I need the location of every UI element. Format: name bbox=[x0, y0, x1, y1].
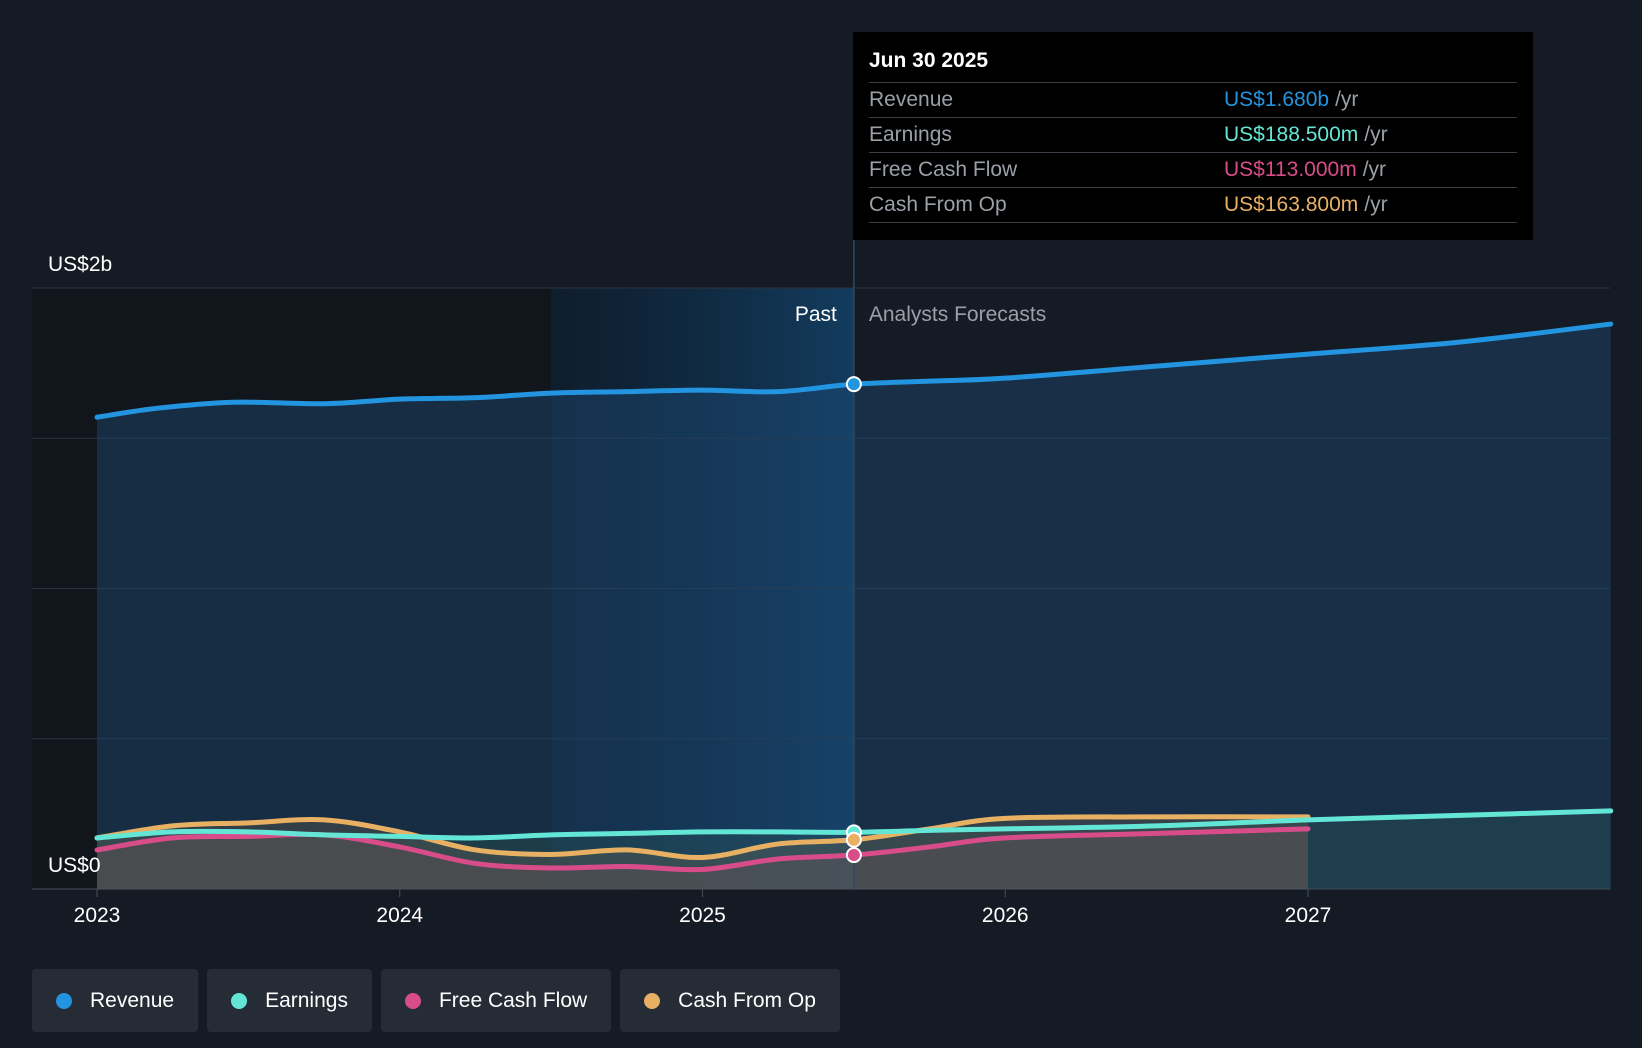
legend-dot-icon bbox=[644, 992, 661, 1009]
legend-label: Revenue bbox=[90, 988, 175, 1012]
past-label: Past bbox=[795, 303, 837, 326]
legend-label: Earnings bbox=[265, 988, 348, 1012]
legend: Revenue Earnings Free Cash Flow Cash Fro… bbox=[32, 969, 840, 1032]
point-marker-cash-from-op bbox=[845, 831, 862, 848]
legend-dot-icon bbox=[231, 992, 248, 1009]
tooltip-value: US$163.800m bbox=[1224, 193, 1359, 216]
x-tick-label: 2024 bbox=[376, 904, 423, 927]
series-line-revenue bbox=[94, 321, 1614, 420]
point-marker-free-cash-flow bbox=[845, 847, 862, 864]
x-tick-label: 2027 bbox=[1285, 904, 1332, 927]
series-line-cash-from-op bbox=[94, 814, 1311, 860]
tooltip-label: Revenue bbox=[869, 88, 954, 111]
legend-dot-icon bbox=[404, 992, 421, 1009]
legend-item-cash-from-op[interactable]: Cash From Op bbox=[620, 969, 840, 1032]
x-tick-label: 2025 bbox=[679, 904, 726, 927]
chart-canvas: Past Analysts Forecasts US$2b US$0 2023 2024 2… bbox=[32, 240, 1614, 927]
forecast-label: Analysts Forecasts bbox=[869, 303, 1046, 326]
tooltip-unit: /yr bbox=[1335, 88, 1359, 111]
tooltip-value: US$188.500m bbox=[1224, 123, 1359, 146]
x-tick-label: 2026 bbox=[982, 904, 1029, 927]
tooltip-label: Earnings bbox=[869, 123, 952, 146]
area-free-cash-flow bbox=[97, 828, 1308, 889]
legend-item-earnings[interactable]: Earnings bbox=[207, 969, 372, 1032]
tooltip-row-revenue: Revenue US$1.680b /yr bbox=[869, 83, 1517, 118]
tooltip-label: Cash From Op bbox=[869, 193, 1007, 216]
tooltip-unit: /yr bbox=[1364, 123, 1388, 146]
x-tick-label: 2023 bbox=[74, 904, 121, 927]
tooltip-date: Jun 30 2025 bbox=[869, 46, 1517, 83]
y-tick-label: US$2b bbox=[48, 253, 112, 276]
tooltip-label: Free Cash Flow bbox=[869, 158, 1018, 181]
tooltip-row-cash-from-op: Cash From Op US$163.800m /yr bbox=[869, 188, 1517, 223]
legend-item-revenue[interactable]: Revenue bbox=[32, 969, 199, 1032]
legend-item-free-cash-flow[interactable]: Free Cash Flow bbox=[380, 969, 612, 1032]
tooltip-unit: /yr bbox=[1362, 158, 1387, 181]
tooltip-unit: /yr bbox=[1364, 193, 1388, 216]
legend-dot-icon bbox=[56, 992, 72, 1009]
tooltip-value: US$113.000m bbox=[1224, 158, 1357, 181]
y-tick-label: US$0 bbox=[48, 854, 101, 877]
tooltip-row-earnings: Earnings US$188.500m /yr bbox=[869, 118, 1517, 153]
series-line-earnings bbox=[94, 808, 1614, 841]
point-marker-revenue bbox=[845, 376, 862, 393]
legend-label: Cash From Op bbox=[678, 988, 816, 1012]
tooltip: Jun 30 2025 Revenue US$1.680b /yr Earnin… bbox=[853, 32, 1533, 240]
legend-label: Free Cash Flow bbox=[438, 988, 588, 1012]
tooltip-row-free-cash-flow: Free Cash Flow US$113.000m /yr bbox=[869, 153, 1517, 188]
tooltip-value: US$1.680b bbox=[1224, 88, 1330, 111]
